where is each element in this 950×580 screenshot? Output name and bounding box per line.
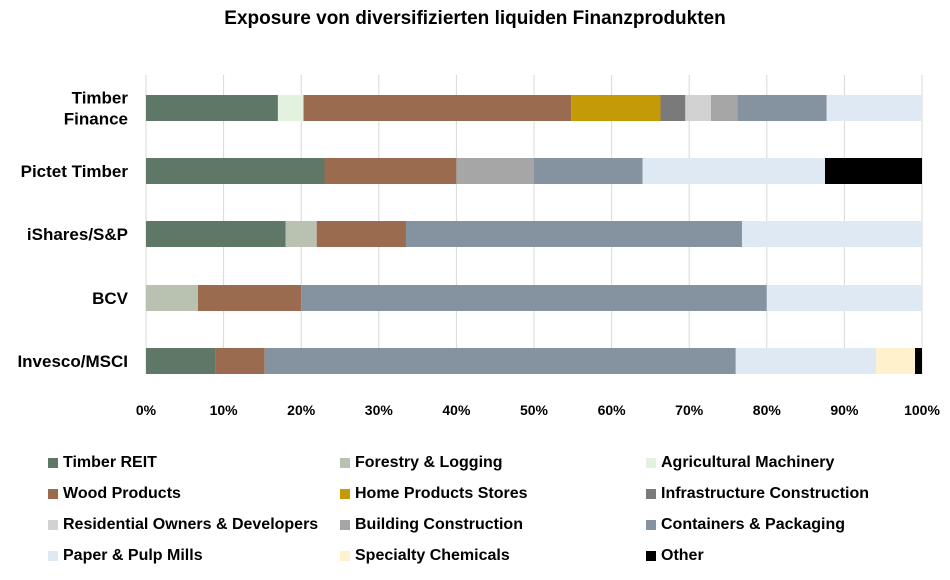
- legend-item: Home Products Stores: [340, 483, 646, 504]
- category-label: BCV: [92, 289, 129, 308]
- legend-item: Wood Products: [48, 483, 340, 504]
- x-tick-label: 50%: [520, 402, 549, 418]
- bar-segment: [215, 348, 265, 374]
- bar-segment: [766, 285, 922, 311]
- chart-legend: Timber REIT Forestry & Logging Agricultura…: [48, 452, 928, 566]
- category-label: Timber Finance: [64, 89, 129, 129]
- bar-segment: [146, 285, 198, 311]
- legend-item: Paper & Pulp Mills: [48, 545, 340, 566]
- x-tick-label: 60%: [598, 402, 627, 418]
- bar-segment: [277, 95, 304, 121]
- legend-label: Timber REIT: [63, 453, 157, 471]
- legend-label: Containers & Packaging: [661, 515, 846, 533]
- legend-swatch: [646, 550, 656, 561]
- category-label: Invesco/MSCI: [17, 352, 128, 371]
- bar-segment: [826, 95, 922, 121]
- bar-segment: [737, 95, 827, 121]
- bar-segment: [456, 158, 534, 184]
- bar-segment: [316, 221, 406, 247]
- legend-label: Other: [661, 546, 704, 564]
- bar-segment: [146, 95, 278, 121]
- legend-label: Residential Owners & Developers: [63, 515, 319, 533]
- bar-segment: [264, 348, 736, 374]
- bar-segment: [324, 158, 457, 184]
- chart-plot: Timber Finance Pictet Timber iShares/S&P BCV…: [17, 75, 940, 418]
- category-label: iShares/S&P: [27, 225, 128, 244]
- legend-swatch: [48, 550, 58, 561]
- bar-segment: [876, 348, 916, 374]
- bar-segment: [285, 221, 317, 247]
- bar-segment: [197, 285, 302, 311]
- x-tick-label: 70%: [675, 402, 704, 418]
- legend-swatch: [48, 457, 58, 468]
- legend-item: Building Construction: [340, 514, 646, 535]
- bar-segment: [825, 158, 922, 184]
- bar-segment: [741, 221, 922, 247]
- x-tick-label: 90%: [830, 402, 859, 418]
- bar-segment: [685, 95, 711, 121]
- legend-item: Containers & Packaging: [646, 514, 928, 535]
- legend-swatch: [340, 519, 350, 530]
- legend-label: Home Products Stores: [355, 484, 528, 502]
- bar-segment: [303, 95, 572, 121]
- bar-segment: [146, 221, 286, 247]
- chart-title: Exposure von diversifizierten liquiden F…: [224, 8, 726, 29]
- bar-segment: [710, 95, 738, 121]
- x-tick-label: 10%: [210, 402, 239, 418]
- bar-segment: [405, 221, 742, 247]
- bar-segment: [146, 348, 216, 374]
- x-tick-label: 20%: [287, 402, 316, 418]
- legend-label: Paper & Pulp Mills: [63, 546, 203, 564]
- legend-swatch: [646, 519, 656, 530]
- legend-swatch: [646, 457, 656, 468]
- legend-swatch: [646, 488, 656, 499]
- bar-segment: [534, 158, 643, 184]
- bar-segment: [660, 95, 686, 121]
- x-tick-label: 40%: [442, 402, 471, 418]
- x-tick-label: 80%: [753, 402, 782, 418]
- legend-item: Other: [646, 545, 928, 566]
- legend-swatch: [340, 488, 350, 499]
- bar-segment: [571, 95, 661, 121]
- bar-segment: [915, 348, 922, 374]
- legend-item: Specialty Chemicals: [340, 545, 646, 566]
- legend-item: Infrastructure Construction: [646, 483, 928, 504]
- legend-swatch: [48, 519, 58, 530]
- legend-item: Timber REIT: [48, 452, 340, 473]
- legend-swatch: [340, 457, 350, 468]
- category-label: Pictet Timber: [21, 162, 129, 181]
- bar-segment: [735, 348, 877, 374]
- x-tick-label: 0%: [136, 402, 157, 418]
- legend-label: Specialty Chemicals: [355, 546, 510, 564]
- x-tick-label: 100%: [904, 402, 940, 418]
- x-tick-label: 30%: [365, 402, 394, 418]
- legend-label: Wood Products: [63, 484, 181, 502]
- legend-item: Agricultural Machinery: [646, 452, 928, 473]
- legend-item: Forestry & Logging: [340, 452, 646, 473]
- legend-label: Agricultural Machinery: [661, 453, 835, 471]
- legend-swatch: [48, 488, 58, 499]
- legend-label: Forestry & Logging: [355, 453, 503, 471]
- bar-segment: [301, 285, 767, 311]
- legend-item: Residential Owners & Developers: [48, 514, 340, 535]
- bar-segment: [146, 158, 325, 184]
- bar-segment: [642, 158, 825, 184]
- legend-swatch: [340, 550, 350, 561]
- legend-label: Infrastructure Construction: [661, 484, 870, 502]
- legend-label: Building Construction: [355, 515, 523, 533]
